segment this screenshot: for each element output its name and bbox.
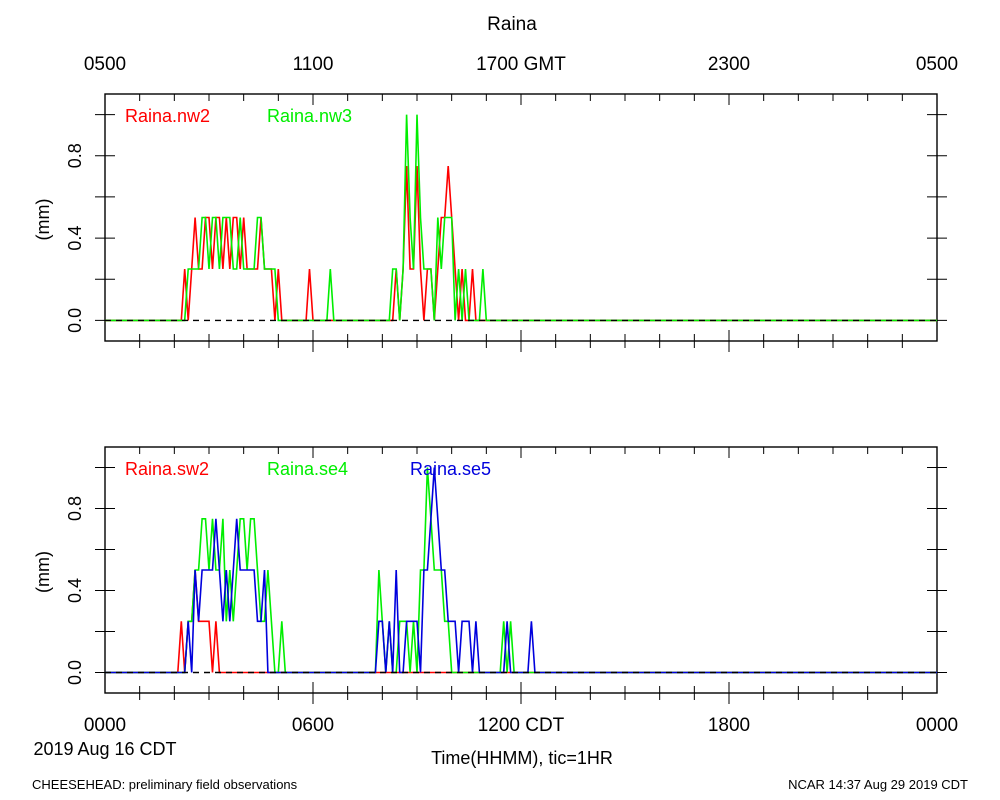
bottom-axis-label: 0000 xyxy=(916,715,958,736)
y-tick-label: 0.8 xyxy=(65,143,85,168)
x-axis-label: Time(HHMM), tic=1HR xyxy=(431,748,613,768)
y-tick-label: 0.4 xyxy=(65,226,85,251)
legend-se5: Raina.se5 xyxy=(410,459,491,479)
legend-nw3: Raina.nw3 xyxy=(267,106,352,126)
legend-nw2: Raina.nw2 xyxy=(125,106,210,126)
series-line-se4 xyxy=(105,467,937,674)
top-axis-label: 0500 xyxy=(84,54,126,75)
y-axis-label: (mm) xyxy=(33,551,53,593)
legend-sw2: Raina.sw2 xyxy=(125,459,209,479)
date-label: 2019 Aug 16 CDT xyxy=(33,739,176,759)
bottom-axis-label: 1800 xyxy=(708,715,750,736)
top-axis-label: 0500 xyxy=(916,54,958,75)
upper-panel-nw: 0.0 0.4 0.8 (mm) Raina.nw2 Raina.nw3 xyxy=(33,93,947,352)
y-tick-label: 0.0 xyxy=(65,660,85,685)
top-axis-label: 1100 xyxy=(293,54,334,75)
bottom-cdt-axis: 0000 0600 1200 CDT 1800 0000 xyxy=(84,715,958,736)
legend-se4: Raina.se4 xyxy=(267,459,348,479)
footer-right: NCAR 14:37 Aug 29 2019 CDT xyxy=(788,777,968,792)
y-tick-label: 0.0 xyxy=(65,308,85,333)
footer-left: CHEESEHEAD: preliminary field observatio… xyxy=(32,777,298,792)
y-axis-label: (mm) xyxy=(33,199,53,241)
bottom-axis-label: 0600 xyxy=(292,715,334,736)
bottom-axis-label: 1200 CDT xyxy=(478,715,565,736)
series-line-nw3 xyxy=(105,114,937,322)
lower-panel-s: 0.0 0.4 0.8 (mm) Raina.sw2 Raina.se4 Raina.se5 xyxy=(33,446,947,704)
chart-title: Raina xyxy=(487,14,537,35)
top-axis-label: 1700 GMT xyxy=(476,54,566,75)
top-axis-label: 2300 xyxy=(708,54,750,75)
y-tick-label: 0.4 xyxy=(65,578,85,603)
bottom-axis-label: 0000 xyxy=(84,715,126,736)
y-tick-label: 0.8 xyxy=(65,496,85,521)
top-gmt-axis: 0500 1100 1700 GMT 2300 0500 xyxy=(84,54,958,75)
series-line-nw2 xyxy=(105,165,937,322)
